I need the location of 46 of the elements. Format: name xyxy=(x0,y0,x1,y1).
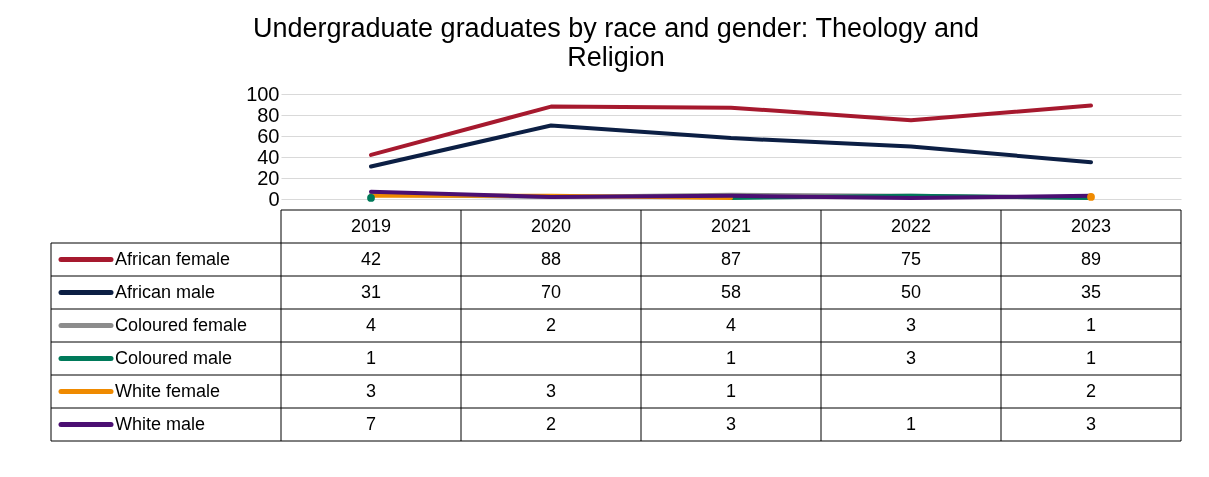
data-label: 1 xyxy=(1085,347,1097,368)
legend-label: African female xyxy=(115,248,231,269)
x-tick-label: 2020 xyxy=(530,215,572,236)
y-tick-label: 0 xyxy=(268,187,280,210)
data-label: 1 xyxy=(905,413,917,434)
x-tick-label: 2022 xyxy=(890,215,932,236)
legend-label: African male xyxy=(115,281,216,302)
data-label: 4 xyxy=(365,314,377,335)
legend-label: White female xyxy=(115,380,221,401)
data-label: 42 xyxy=(360,248,382,269)
data-label: 1 xyxy=(725,380,737,401)
data-label: 70 xyxy=(540,281,562,302)
data-label: 1 xyxy=(725,347,737,368)
data-label: 58 xyxy=(720,281,742,302)
data-label: 2 xyxy=(1085,380,1097,401)
chart-title: Undergraduate graduates by race and gender: Theology and Religion xyxy=(252,13,980,72)
legend-label: White male xyxy=(115,413,206,434)
data-label: 3 xyxy=(905,347,917,368)
data-label: 1 xyxy=(365,347,377,368)
x-tick-label: 2023 xyxy=(1070,215,1112,236)
data-label: 3 xyxy=(905,314,917,335)
y-tick-label: 20 xyxy=(257,166,280,189)
data-label: 87 xyxy=(720,248,742,269)
data-label: 89 xyxy=(1080,248,1102,269)
y-tick-label: 60 xyxy=(257,124,280,147)
data-label: 4 xyxy=(725,314,737,335)
data-label: 3 xyxy=(725,413,737,434)
y-tick-label: 100 xyxy=(246,82,280,105)
y-tick-label: 80 xyxy=(257,103,280,126)
y-tick-label: 40 xyxy=(257,145,280,168)
data-label: 1 xyxy=(1085,314,1097,335)
data-label: 88 xyxy=(540,248,562,269)
data-label: 31 xyxy=(360,281,382,302)
data-label: 3 xyxy=(365,380,377,401)
data-label: 2 xyxy=(545,413,557,434)
data-label: 3 xyxy=(545,380,557,401)
x-tick-label: 2019 xyxy=(350,215,392,236)
data-label: 50 xyxy=(900,281,922,302)
legend-label: Coloured male xyxy=(115,347,233,368)
x-tick-label: 2021 xyxy=(710,215,752,236)
data-label: 35 xyxy=(1080,281,1102,302)
data-label: 2 xyxy=(545,314,557,335)
data-label: 3 xyxy=(1085,413,1097,434)
legend-label: Coloured female xyxy=(115,314,248,335)
data-label: 75 xyxy=(900,248,922,269)
data-label: 7 xyxy=(365,413,377,434)
